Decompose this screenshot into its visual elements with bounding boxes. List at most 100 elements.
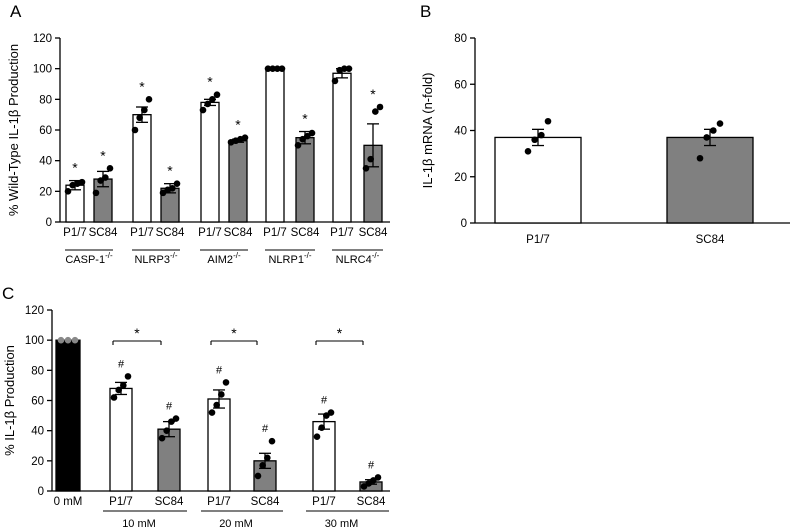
x-category-label: SC84 <box>359 227 388 239</box>
data-point <box>120 382 127 389</box>
data-point <box>102 174 109 181</box>
x-category-label: SC84 <box>251 496 280 508</box>
hash-annotation: # <box>216 364 223 376</box>
hash-annotation: # <box>166 401 173 413</box>
x-category-label: SC84 <box>155 496 184 508</box>
y-tick-label: 0 <box>46 217 52 229</box>
x-category-label: SC84 <box>357 496 386 508</box>
y-tick-label: 60 <box>39 125 52 137</box>
significance-star: * <box>337 325 343 341</box>
bar <box>109 387 133 492</box>
x-category-label: P1/7 <box>330 227 354 239</box>
data-point <box>360 483 368 490</box>
data-point <box>106 165 114 172</box>
significance-star: * <box>167 163 173 179</box>
data-point <box>376 103 384 111</box>
data-point <box>145 96 153 103</box>
data-point <box>370 477 377 484</box>
data-point <box>222 379 230 386</box>
hash-annotation: # <box>368 459 375 471</box>
data-point <box>92 189 100 197</box>
data-point <box>209 96 216 103</box>
data-point <box>327 409 335 416</box>
group-label: 10 mM <box>122 518 156 530</box>
data-point <box>362 165 370 172</box>
y-tick-label: 40 <box>454 126 467 138</box>
x-category-label: P1/7 <box>526 234 550 246</box>
group-label: NLRP1-/- <box>268 251 311 266</box>
y-axis-label: % Wild-Type IL-1β Production <box>6 44 21 216</box>
y-tick-label: 100 <box>33 64 52 76</box>
significance-star: * <box>207 74 213 90</box>
data-point <box>173 180 181 187</box>
data-point <box>304 132 311 140</box>
data-point <box>703 134 710 141</box>
data-point <box>269 65 276 72</box>
significance-star: * <box>302 111 308 127</box>
data-point <box>264 454 271 462</box>
x-category-label: SC84 <box>291 227 320 239</box>
data-point <box>158 434 166 442</box>
x-category-label: P1/7 <box>263 227 287 239</box>
data-point <box>71 336 79 344</box>
data-point <box>345 65 353 72</box>
x-category-label: P1/7 <box>109 496 133 508</box>
data-point <box>163 427 170 434</box>
y-tick-label: 100 <box>25 335 44 347</box>
x-category-label: P1/7 <box>207 496 231 508</box>
data-point <box>538 131 545 139</box>
y-tick-label: 0 <box>461 218 467 230</box>
data-point <box>57 336 65 344</box>
y-axis-label: % IL-1β Production <box>2 345 17 456</box>
bar <box>265 68 285 223</box>
data-point <box>710 127 717 134</box>
data-point <box>213 401 220 409</box>
data-point <box>110 394 118 401</box>
data-point <box>208 409 216 416</box>
data-point <box>313 433 321 441</box>
data-point <box>274 65 281 72</box>
data-point <box>524 148 532 155</box>
significance-star: * <box>100 147 106 163</box>
data-point <box>323 412 330 419</box>
data-point <box>78 178 86 186</box>
group-label: NLRC4-/- <box>336 251 380 266</box>
data-point <box>64 188 72 195</box>
bar <box>200 101 220 223</box>
data-point <box>341 65 348 72</box>
data-point <box>141 106 148 114</box>
data-point <box>115 386 122 394</box>
data-point <box>169 184 176 192</box>
data-point <box>544 117 552 125</box>
x-category-label: SC84 <box>224 227 253 239</box>
x-category-label: P1/7 <box>198 227 222 239</box>
significance-star: * <box>235 117 241 133</box>
y-tick-label: 20 <box>31 456 44 468</box>
y-tick-label: 80 <box>31 365 44 377</box>
x-category-label: 0 mM <box>54 496 83 508</box>
y-tick-label: 60 <box>31 396 44 408</box>
data-point <box>218 391 225 398</box>
data-point <box>294 142 302 149</box>
y-tick-label: 20 <box>39 186 52 198</box>
data-point <box>172 415 180 422</box>
data-point <box>531 136 538 144</box>
bar <box>332 72 352 223</box>
data-point <box>159 189 167 197</box>
data-point <box>716 120 724 127</box>
data-point <box>299 135 306 143</box>
bar <box>295 137 315 223</box>
x-category-label: SC84 <box>156 227 185 239</box>
y-axis-label: IL-1β mRNA (n-fold) <box>420 73 435 189</box>
y-tick-label: 60 <box>454 79 467 91</box>
group-label: 20 mM <box>219 518 253 530</box>
data-point <box>64 336 72 344</box>
x-category-label: P1/7 <box>312 496 336 508</box>
data-point <box>213 91 221 99</box>
y-tick-label: 20 <box>454 172 467 184</box>
hash-annotation: # <box>118 358 125 370</box>
data-point <box>259 462 266 469</box>
data-point <box>308 129 316 137</box>
data-point <box>199 106 207 114</box>
